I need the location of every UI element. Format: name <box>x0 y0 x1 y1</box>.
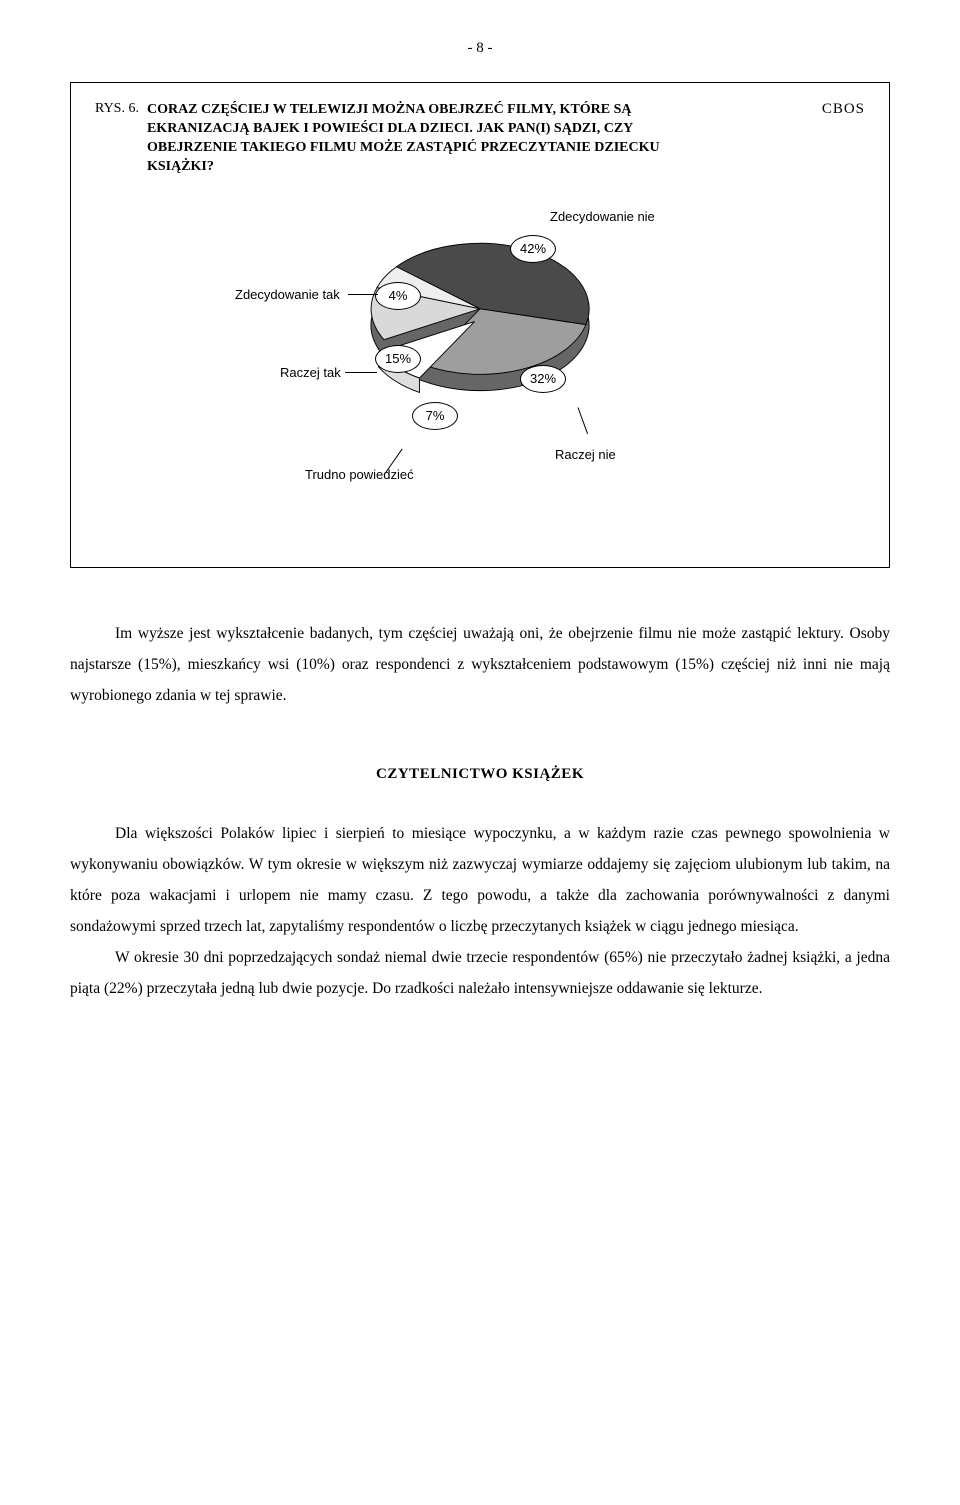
label-trudno: Trudno powiedzieć <box>305 467 414 482</box>
label-raczej-nie: Raczej nie <box>555 447 616 462</box>
pct-raczej-tak: 15% <box>375 345 421 373</box>
pct-raczej-nie: 32% <box>520 365 566 393</box>
pct-trudno: 7% <box>412 402 458 430</box>
cbos-label: CBOS <box>822 101 865 118</box>
pct-zdecydowanie-nie: 42% <box>510 235 556 263</box>
leader-line <box>348 294 378 295</box>
chart-title-row: RYS. 6. CORAZ CZĘŚCIEJ W TELEWIZJI MOŻNA… <box>95 101 812 177</box>
section-heading-text: CZYTELNICTWO KSIĄŻEK <box>376 766 584 782</box>
chart-title: CORAZ CZĘŚCIEJ W TELEWIZJI MOŻNA OBEJRZE… <box>147 101 687 177</box>
page-number: - 8 - <box>70 40 890 57</box>
paragraph-1: Im wyższe jest wykształcenie badanych, t… <box>70 618 890 711</box>
figure-label: RYS. 6. <box>95 101 139 117</box>
label-zdecydowanie-tak: Zdecydowanie tak <box>235 287 340 302</box>
chart-header: RYS. 6. CORAZ CZĘŚCIEJ W TELEWIZJI MOŻNA… <box>95 101 865 177</box>
section-heading: CZYTELNICTWO KSIĄŻEK <box>70 766 890 783</box>
label-zdecydowanie-nie: Zdecydowanie nie <box>550 209 655 224</box>
paragraph-3: W okresie 30 dni poprzedzających sondaż … <box>70 942 890 1004</box>
label-raczej-tak: Raczej tak <box>280 365 341 380</box>
leader-line <box>345 372 377 373</box>
pie-chart: 42% 32% 7% 15% 4% Zdecydowanie nie Racze… <box>220 207 740 527</box>
pct-zdecydowanie-tak: 4% <box>375 282 421 310</box>
chart-container: RYS. 6. CORAZ CZĘŚCIEJ W TELEWIZJI MOŻNA… <box>70 82 890 568</box>
pie-graphic <box>350 227 610 427</box>
paragraph-2: Dla większości Polaków lipiec i sierpień… <box>70 818 890 942</box>
